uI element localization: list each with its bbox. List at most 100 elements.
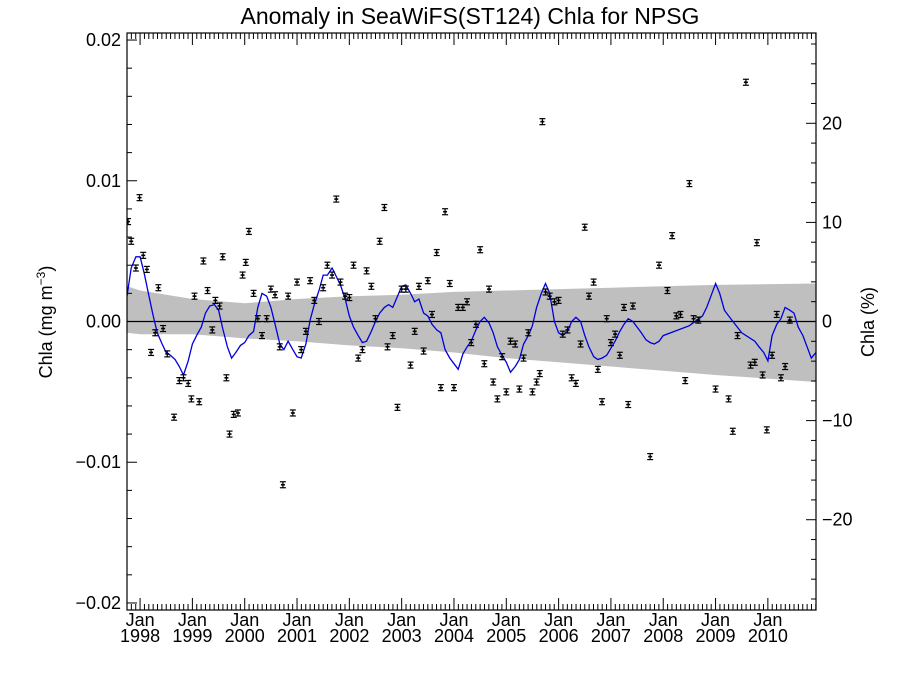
data-point [442, 208, 449, 216]
data-point [376, 237, 383, 245]
data-point [368, 282, 375, 290]
data-point [763, 426, 770, 434]
data-point [433, 248, 440, 257]
data-point [542, 288, 549, 296]
data-point [603, 315, 610, 323]
data-point [320, 284, 327, 292]
data-point [411, 327, 418, 335]
data-point [219, 253, 226, 261]
data-point [594, 365, 601, 373]
data-point [302, 327, 309, 335]
data-point [677, 310, 684, 319]
x-tick-month: Jan [492, 610, 521, 630]
right-y-axis: 20 10 0 −10 −20 [806, 43, 853, 600]
data-point [499, 353, 506, 361]
x-tick-year: 2005 [486, 626, 526, 646]
x-tick-month: Jan [596, 610, 625, 630]
data-point [472, 320, 479, 328]
data-point [171, 413, 178, 421]
x-tick-month: Jan [178, 610, 207, 630]
data-point [279, 481, 286, 489]
x-tick-year: 2010 [748, 626, 788, 646]
data-point [164, 350, 171, 358]
data-point [786, 316, 793, 324]
data-point [607, 339, 614, 347]
data-point [127, 217, 132, 226]
data-point [230, 410, 237, 418]
y2-tick-label: −20 [822, 510, 853, 530]
y2-tick-label: 20 [822, 113, 842, 133]
data-point [346, 293, 353, 302]
data-point [298, 346, 305, 354]
data-point [773, 310, 780, 319]
data-point [468, 339, 475, 347]
data-point [143, 265, 150, 274]
data-point [324, 261, 331, 269]
left-y-axis-label: Chla (mg m−3) [34, 266, 56, 379]
data-point [695, 316, 702, 324]
x-tick-year: 2004 [434, 626, 474, 646]
x-tick-year: 2009 [696, 626, 736, 646]
chart-title: Anomaly in SeaWiFS(ST124) Chla for NPSG [241, 3, 700, 29]
data-point [329, 271, 336, 279]
data-point [729, 427, 736, 435]
x-tick-month: Jan [335, 610, 364, 630]
data-point [359, 346, 366, 354]
data-point [372, 315, 379, 323]
data-point [285, 292, 292, 300]
data-point [507, 337, 514, 345]
data-point [342, 292, 349, 300]
data-point [128, 237, 135, 245]
x-tick-year: 2008 [643, 626, 683, 646]
x-tick-month: Jan [283, 610, 312, 630]
data-point [245, 227, 252, 236]
x-tick-year: 2000 [225, 626, 265, 646]
x-tick-month: Jan [439, 610, 468, 630]
x-tick-month: Jan [544, 610, 573, 630]
x-tick-month: Jan [701, 610, 730, 630]
data-point [450, 384, 457, 392]
x-tick-month: Jan [126, 610, 155, 630]
smoothed-anomaly-line [127, 256, 816, 377]
plot-area [127, 78, 816, 489]
data-point [585, 292, 592, 300]
data-point [564, 326, 571, 334]
data-point [669, 232, 676, 240]
data-point [250, 289, 257, 297]
data-point [481, 360, 488, 368]
data-point [188, 395, 195, 403]
data-point [690, 315, 697, 323]
data-point [682, 377, 689, 385]
data-point [494, 395, 501, 403]
data-point [185, 379, 192, 388]
data-point [751, 358, 758, 366]
data-point [258, 331, 265, 340]
data-point [160, 324, 167, 333]
data-point [612, 330, 619, 338]
data-point [742, 78, 749, 86]
data-point [725, 395, 732, 403]
left-y-axis: 0.02 0.01 0.00 −0.01 −0.02 [75, 30, 137, 613]
x-tick-year: 2001 [277, 626, 317, 646]
data-point [311, 296, 318, 304]
data-point [503, 388, 510, 396]
data-point [384, 343, 391, 351]
data-point [223, 374, 230, 382]
data-point [254, 315, 261, 323]
data-point [629, 302, 636, 310]
data-point [216, 302, 223, 310]
data-point [446, 279, 453, 288]
y2-tick-label: −10 [822, 411, 853, 431]
data-point [272, 291, 279, 299]
data-point [551, 298, 558, 306]
data-point [625, 400, 632, 409]
y-tick-label: −0.02 [75, 593, 121, 613]
data-point [239, 271, 246, 279]
data-point [381, 203, 388, 212]
data-point [529, 388, 536, 396]
data-point [759, 371, 766, 379]
data-point [572, 379, 579, 388]
data-point [136, 194, 143, 202]
data-point [394, 403, 401, 411]
data-point [577, 340, 584, 348]
